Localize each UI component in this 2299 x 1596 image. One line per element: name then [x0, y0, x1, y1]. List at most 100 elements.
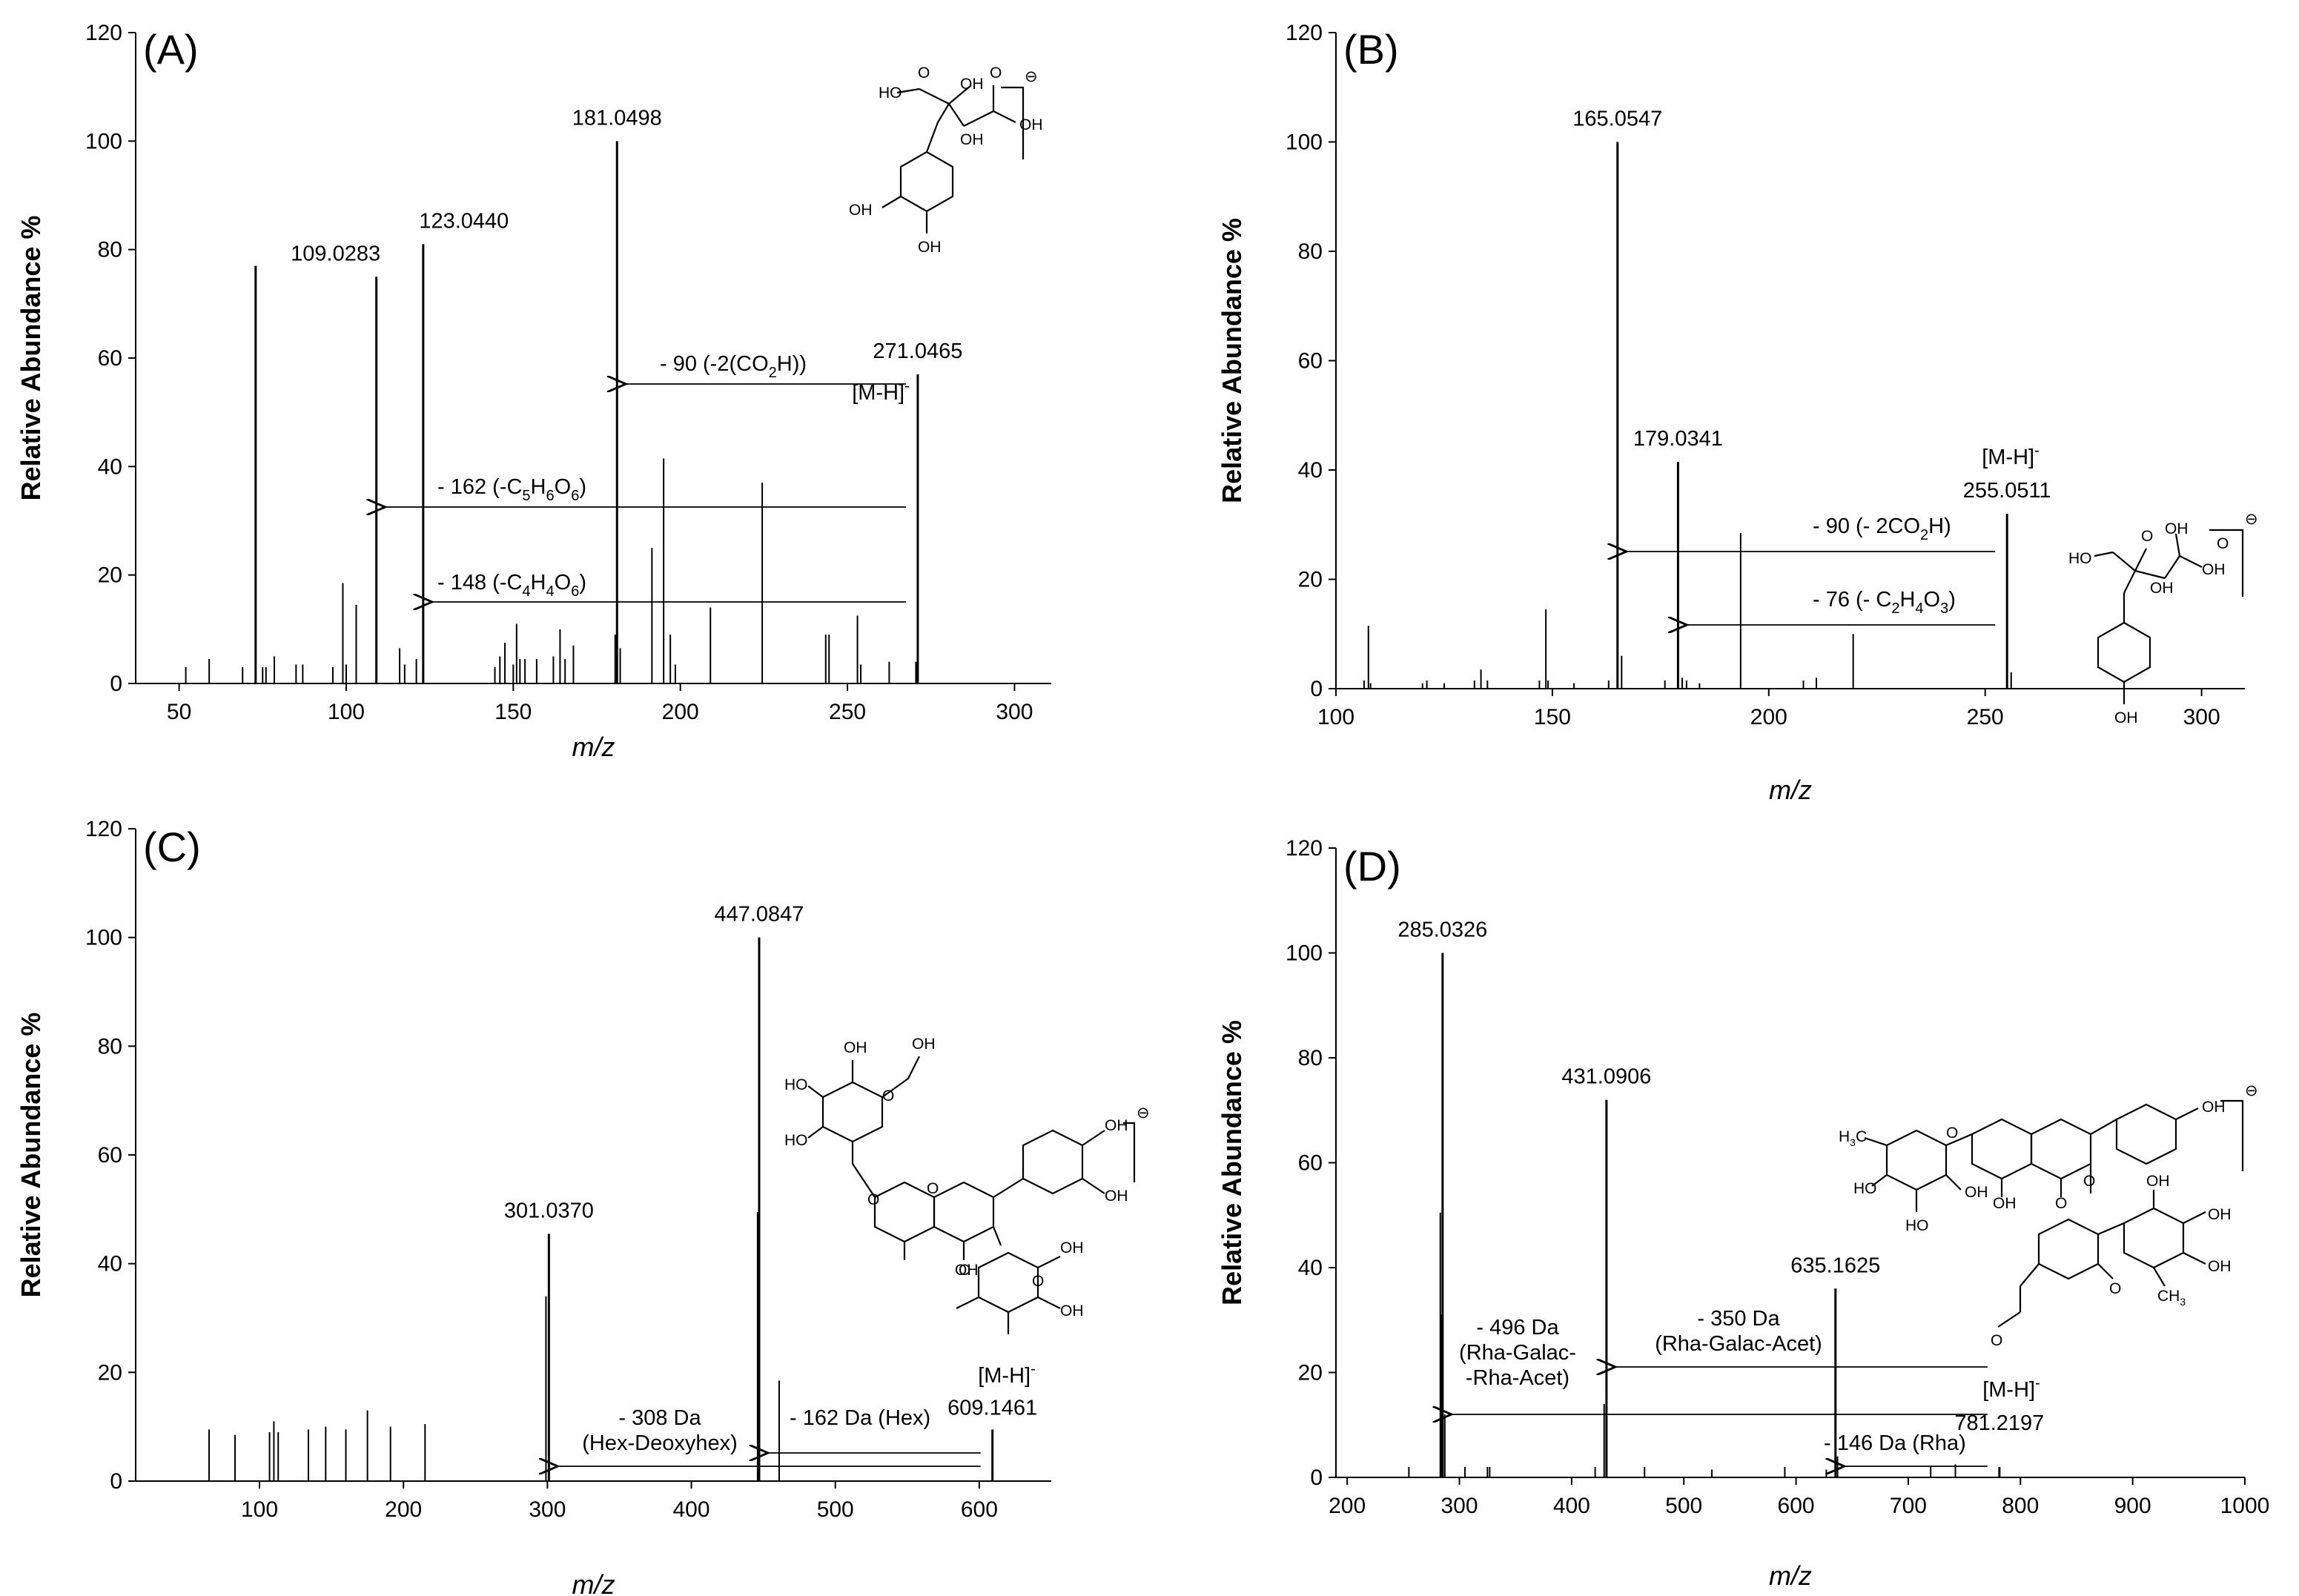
y-tick-label: 0	[1310, 1466, 1323, 1490]
panel-c-anno-1b: (Hex-Deoxyhex)	[582, 1431, 738, 1455]
svg-text:⊖: ⊖	[1137, 1105, 1150, 1122]
x-tick-label: 200	[1750, 705, 1787, 729]
panel-a-anno-1: - 90 (-2(CO2H))	[660, 352, 807, 381]
svg-text:OH: OH	[2208, 1206, 2232, 1223]
svg-text:OH: OH	[1105, 1188, 1128, 1205]
svg-text:OH: OH	[849, 202, 873, 219]
y-tick-label: 100	[1286, 130, 1323, 155]
x-tick-label: 900	[2114, 1494, 2151, 1518]
svg-text:HO: HO	[784, 1132, 808, 1149]
y-axis-title: Relative Abundance %	[1217, 1020, 1247, 1305]
x-axis-title: m/z	[1769, 775, 1812, 805]
panel-b-anno-2: - 76 (- C2H4O3)	[1813, 588, 1956, 617]
y-tick-label: 80	[98, 238, 122, 262]
x-tick-label: 100	[328, 700, 365, 724]
y-axis-title: Relative Abundance %	[1217, 218, 1247, 503]
y-tick-label: 100	[1286, 941, 1323, 966]
svg-text:HO: HO	[1905, 1217, 1929, 1234]
y-tick-label: 120	[85, 21, 122, 45]
x-tick-label: 100	[1317, 705, 1354, 729]
y-tick-label: 60	[1298, 1151, 1323, 1176]
svg-text:OH: OH	[2202, 561, 2226, 578]
svg-text:OH: OH	[1019, 116, 1043, 133]
panel-a-letter: (A)	[143, 26, 199, 73]
svg-text:O: O	[2055, 1195, 2067, 1212]
y-tick-label: 0	[1310, 677, 1323, 701]
panel-d-chart: 0 20 40 60 80 100 120 200 300 400 500 600 700 800 900 1…	[1217, 836, 2269, 1591]
svg-text:O: O	[867, 1191, 879, 1208]
svg-text:O: O	[1991, 1332, 2002, 1349]
panel-d-letter: (D)	[1343, 843, 1401, 890]
panel-b-overlays: (B) [M-H]- - 90 (- 2CO2H) - 76 (- C2H4O3…	[1343, 26, 2258, 726]
y-tick-label: 40	[98, 454, 122, 479]
svg-text:⊖: ⊖	[2245, 511, 2258, 528]
x-tick-label: 100	[241, 1497, 278, 1522]
y-axis-title: Relative Abundance %	[16, 216, 46, 501]
x-tick-label: 600	[1778, 1494, 1815, 1518]
x-tick-label: 200	[662, 700, 699, 724]
y-tick-label: 60	[1298, 349, 1323, 374]
svg-text:O: O	[882, 1087, 894, 1105]
peak-label: 179.0341	[1633, 427, 1723, 451]
y-tick-label: 80	[1298, 1046, 1323, 1070]
y-tick-label: 80	[98, 1034, 122, 1059]
x-tick-label: 300	[2183, 705, 2220, 729]
x-tick-label: 600	[961, 1497, 998, 1522]
y-tick-label: 60	[98, 1143, 122, 1168]
svg-text:OH: OH	[960, 76, 984, 93]
panel-a-chart: 0 20 40 60 80 100 120 50 100 150 200 250 300 Relative…	[16, 21, 1051, 762]
svg-text:OH: OH	[2150, 580, 2174, 597]
panel-a-anno-2: - 162 (-C5H6O6)	[437, 475, 586, 504]
svg-text:O: O	[1946, 1125, 1958, 1142]
x-axis-title: m/z	[572, 1569, 615, 1596]
panel-a-structure: HO OH OH OH OH OH O O ⊖	[849, 64, 1043, 256]
svg-text:OH: OH	[2146, 1173, 2170, 1190]
svg-text:OH: OH	[2114, 709, 2138, 726]
x-tick-label: 200	[385, 1497, 422, 1522]
y-tick-label: 60	[98, 346, 122, 371]
svg-text:OH: OH	[2208, 1258, 2232, 1275]
svg-text:O: O	[990, 64, 1002, 82]
svg-text:OH: OH	[955, 1262, 979, 1279]
svg-text:OH: OH	[960, 131, 984, 148]
x-tick-label: 500	[817, 1497, 854, 1522]
x-tick-label: 150	[1534, 705, 1571, 729]
panel-d-anno-2a: - 496 Da	[1476, 1316, 1559, 1340]
y-tick-label: 120	[85, 817, 122, 841]
svg-text:O: O	[2109, 1280, 2121, 1297]
x-tick-label: 50	[167, 700, 191, 724]
panel-c-anno-2: - 162 Da (Hex)	[790, 1406, 930, 1430]
y-tick-label: 20	[1298, 568, 1323, 592]
peak-label: 123.0440	[419, 209, 509, 233]
svg-text:O: O	[2083, 1173, 2095, 1190]
svg-text:OH: OH	[2202, 1099, 2226, 1116]
svg-text:OH: OH	[912, 1036, 936, 1053]
panel-d-anno-1b: (Rha-Galac-Acet)	[1655, 1332, 1822, 1356]
svg-text:⊖: ⊖	[1025, 68, 1038, 85]
svg-text:OH: OH	[1993, 1195, 2017, 1212]
panel-b-chart: 0 20 40 60 80 100 120 100 150 200 250 300 Relative A…	[1217, 21, 2245, 805]
peak-label: 109.0283	[291, 242, 380, 265]
y-tick-label: 40	[1298, 458, 1323, 483]
y-tick-label: 20	[98, 563, 122, 588]
panel-c-structure: OH OH HO HO OH OH OH OH OH O O O O O ⊖	[784, 1036, 1150, 1334]
panel-c-overlays: (C) [M-H]- - 308 Da (Hex-Deoxyhex) - 162…	[143, 824, 1150, 1455]
panel-d-anno-3: - 146 Da (Rha)	[1824, 1431, 1966, 1455]
peak-label: 255.0511	[1963, 479, 2051, 503]
x-tick-label: 250	[829, 700, 866, 724]
y-tick-label: 120	[1286, 836, 1323, 861]
y-tick-label: 40	[1298, 1256, 1323, 1280]
panel-d-anno-2b: (Rha-Galac-	[1459, 1341, 1576, 1365]
panel-c-letter: (C)	[143, 824, 201, 870]
panel-c-ion-label: [M-H]-	[978, 1361, 1036, 1388]
peak-label: 635.1625	[1790, 1254, 1880, 1277]
panel-a-overlays: (A) [M-H]- - 90 (-2(CO2H)) - 162 (-C5H6O…	[143, 26, 1043, 600]
x-tick-label: 400	[1553, 1494, 1590, 1518]
y-tick-label: 20	[1298, 1361, 1323, 1385]
svg-text:HO: HO	[784, 1076, 808, 1093]
svg-text:OH: OH	[918, 239, 942, 256]
y-tick-label: 120	[1286, 21, 1323, 45]
x-tick-label: 800	[2002, 1494, 2039, 1518]
svg-text:HO: HO	[879, 85, 902, 102]
y-axis-title: Relative Abundance %	[16, 1013, 46, 1298]
